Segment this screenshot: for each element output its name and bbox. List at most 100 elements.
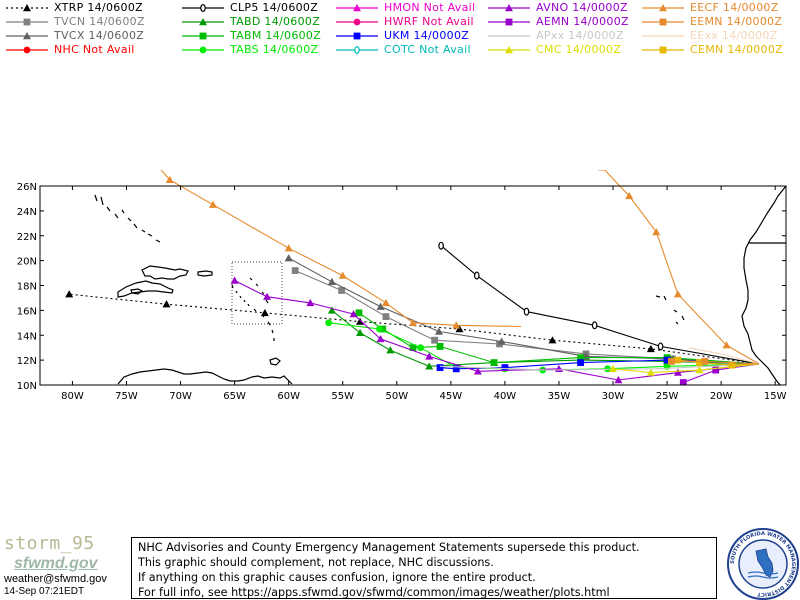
track-point-square	[452, 365, 460, 373]
timestamp: 14-Sep 07:21EDT	[4, 586, 85, 597]
lon-label: 45W	[440, 391, 463, 402]
track-point-triangle	[23, 32, 31, 40]
track-point-square	[667, 357, 675, 365]
track-point-triangle	[306, 298, 315, 307]
track-avno	[230, 276, 760, 384]
track-eecf	[160, 170, 522, 329]
track-eexx	[688, 347, 760, 365]
legend-symbol	[336, 18, 378, 26]
track-point-square	[490, 359, 498, 367]
legend-symbol	[6, 46, 48, 54]
leeward-islands-detail	[249, 277, 269, 304]
legend-symbol	[642, 35, 684, 37]
legend-label: UKM 14/0000Z	[384, 29, 470, 42]
track-point-square	[505, 18, 513, 26]
track-point-square	[291, 267, 299, 274]
track-point-triangle	[376, 334, 385, 343]
disclaimer-line: This graphic should complement, not repl…	[138, 556, 494, 569]
track-point-triangle	[425, 362, 434, 370]
track-point-zero	[438, 241, 444, 250]
legend-symbol	[336, 45, 378, 55]
water-wave-icon	[747, 571, 779, 575]
track-point-triangle	[673, 290, 682, 298]
track-point-zero	[657, 342, 664, 351]
lon-label: 20W	[710, 391, 733, 402]
legend-label: CEMN 14/0000Z	[690, 43, 783, 56]
track-point-square	[355, 309, 363, 317]
disclaimer-line: NHC Advisories and County Emergency Mana…	[138, 541, 640, 554]
track-point-square	[338, 287, 346, 294]
lat-label: 18N	[17, 282, 37, 293]
track-point-triangle	[263, 292, 272, 300]
model-tracks	[65, 170, 760, 385]
map-frame	[39, 185, 787, 386]
legend-symbol	[336, 32, 378, 40]
track-point-triangle	[625, 191, 634, 200]
track-line	[328, 322, 760, 371]
track-point-triangle	[327, 277, 336, 285]
logo-name: storm_95	[4, 533, 95, 554]
track-point-circle	[604, 365, 612, 373]
legend-label: CLP5 14/0600Z	[230, 1, 319, 14]
track-point-triangle	[230, 276, 239, 284]
track-point-square	[23, 18, 31, 26]
track-point-square	[382, 313, 390, 320]
legend-symbol	[488, 46, 530, 54]
sfwmd-logo: storm_95 sfwmd.gov weather@sfwmd.gov 14-…	[4, 533, 132, 599]
legend-label: TABS 14/0600Z	[230, 43, 319, 56]
track-point-triangle	[376, 302, 385, 310]
track-point-triangle	[284, 254, 293, 262]
track-point-square	[674, 356, 682, 364]
disclaimer-link-line[interactable]: For full info, see https://apps.sfwmd.go…	[138, 586, 610, 599]
legend-symbol	[6, 32, 48, 40]
track-point-triangle	[505, 46, 513, 54]
track-point-triangle	[473, 367, 482, 375]
lon-label: 70W	[169, 391, 192, 402]
track-point-triangle	[548, 336, 557, 344]
track-line	[288, 257, 760, 365]
legend-symbol	[6, 18, 48, 26]
legend-label: XTRP 14/0600Z	[54, 1, 143, 14]
track-point-triangle	[165, 175, 174, 183]
district-seal: SOUTH FLORIDA WATER MANAGEMENT DISTRICT	[727, 528, 799, 600]
lesser-antilles	[231, 284, 275, 341]
track-point-triangle	[284, 244, 293, 252]
track-point-square	[663, 356, 671, 364]
track-point-circle	[353, 18, 361, 26]
track-point-square	[409, 344, 417, 352]
track-line	[160, 170, 522, 328]
track-point-triangle	[609, 364, 618, 373]
disclaimer-line: If anything on this graphic causes confu…	[138, 571, 536, 584]
track-point-square	[696, 359, 703, 367]
track-point-zero	[591, 321, 598, 330]
legend-label: APxx 14/0000Z	[536, 29, 624, 42]
track-eecf-2	[598, 170, 760, 365]
track-point-triangle	[65, 290, 74, 298]
track-point-triangle	[614, 376, 623, 384]
lon-label: 40W	[494, 391, 517, 402]
land-outlines	[94, 186, 786, 385]
track-point-square	[659, 18, 667, 26]
track-point-triangle	[673, 368, 682, 376]
track-point-triangle	[381, 298, 390, 307]
cuba-outline	[117, 280, 174, 298]
lesser-antilles-box	[231, 261, 283, 325]
track-point-square	[728, 361, 736, 369]
track-point-triangle	[598, 170, 607, 171]
bahamas-islands	[94, 194, 161, 243]
legend-label: EEMN 14/0000Z	[690, 15, 783, 28]
track-point-triangle	[425, 352, 434, 360]
track-line	[440, 245, 760, 365]
legend-symbol	[488, 18, 530, 26]
track-point-triangle	[338, 271, 347, 279]
lat-label: 20N	[17, 257, 37, 268]
legend-symbol	[6, 4, 48, 12]
track-point-square	[712, 366, 720, 374]
track-point-triangle	[356, 328, 365, 336]
lat-label: 24N	[17, 207, 37, 218]
legend-label: EExx 14/0000Z	[690, 29, 778, 42]
lon-label: 80W	[61, 391, 84, 402]
track-point-zero	[200, 3, 206, 13]
track-line	[603, 170, 760, 365]
legend-symbol	[642, 4, 684, 12]
